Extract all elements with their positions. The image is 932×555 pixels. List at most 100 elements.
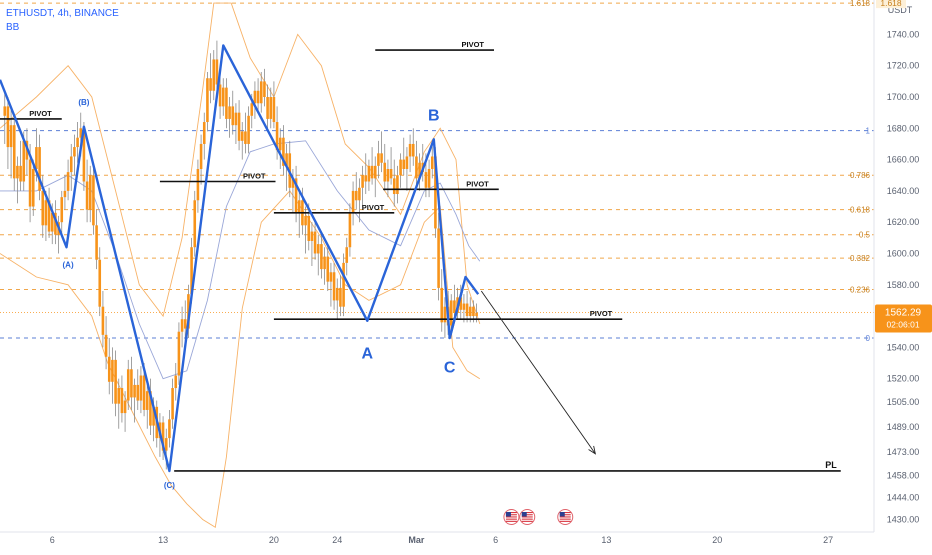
flag-stripe — [521, 516, 533, 518]
candle-body — [149, 391, 152, 426]
candle-body — [171, 388, 174, 420]
fib-top-badge — [876, 0, 906, 9]
candle-body — [367, 165, 371, 182]
x-tick-label: 13 — [601, 535, 611, 545]
fib-label: 1 — [866, 127, 871, 136]
candle-body — [73, 147, 76, 157]
pl-label: PL — [825, 460, 837, 470]
flag-stripe — [521, 520, 533, 522]
candle-body — [462, 303, 466, 310]
candle-body — [60, 197, 64, 223]
candle-body — [320, 244, 323, 270]
candle-body — [16, 165, 19, 179]
candle-body — [123, 400, 127, 414]
chart-legend: ETHUSDT, 4h, BINANCE BB — [6, 7, 119, 35]
candle-body — [342, 262, 345, 307]
candle-body — [101, 306, 105, 335]
candle-body — [85, 181, 89, 210]
candle-body — [291, 178, 295, 188]
x-tick-label: 13 — [158, 535, 168, 545]
candle-body — [117, 388, 121, 404]
y-tick-label: 1520.00 — [887, 374, 920, 384]
candle-body — [354, 190, 358, 201]
current-price-label: 1562.29 — [885, 307, 922, 318]
x-tick-label: 20 — [269, 535, 279, 545]
flag-stripe — [559, 512, 571, 514]
candle-body — [244, 131, 247, 144]
candle-body — [380, 153, 383, 163]
x-tick-label: 20 — [712, 535, 722, 545]
candle-body — [396, 175, 399, 195]
currency-label: USDT — [888, 5, 913, 15]
bb-upper-band — [0, 2, 481, 325]
y-tick-label: 1473.00 — [887, 447, 920, 457]
candle-body — [114, 359, 117, 404]
y-tick-label: 1458.00 — [887, 471, 920, 481]
candle-body — [44, 200, 48, 226]
pivot-lines: PIVOT PIVOT PIVOT PIVOT PIVOT PIVOT PL — [0, 40, 841, 472]
candle-body — [304, 215, 307, 226]
event-markers — [503, 509, 574, 525]
candle-body — [294, 178, 298, 213]
flag-stripe — [521, 518, 533, 520]
candle-body — [418, 162, 421, 179]
symbol-title[interactable]: ETHUSDT, 4h, BINANCE — [6, 8, 119, 19]
candle-body — [126, 369, 130, 401]
x-tick-label: 27 — [823, 535, 833, 545]
candle-body — [434, 156, 437, 229]
candle-body — [332, 272, 336, 301]
flag-stripe — [505, 520, 517, 522]
flag-stripe — [521, 514, 533, 516]
candle-body — [329, 272, 333, 282]
candle-body — [31, 168, 35, 207]
fib-label: 0.236 — [850, 285, 871, 294]
wave-labels: (B) (A) (C) A B C — [63, 98, 456, 490]
candle-body — [335, 287, 339, 301]
candle-body — [259, 81, 263, 104]
candle-body — [272, 97, 276, 123]
flag-stripe — [505, 518, 517, 520]
candle-body — [472, 306, 475, 317]
flag-stripe — [559, 516, 571, 518]
candle-body — [361, 175, 364, 188]
candle-body — [35, 147, 38, 169]
candle-body — [183, 319, 187, 329]
candle-body — [206, 78, 209, 123]
candle-body — [63, 190, 67, 198]
candle-body — [6, 106, 10, 148]
y-tick-label: 1680.00 — [887, 123, 920, 133]
candle-body — [237, 112, 241, 141]
candle-body — [383, 162, 387, 182]
candle-body — [370, 165, 374, 179]
projection-arrow — [480, 290, 596, 455]
candle-body — [228, 106, 231, 119]
y-tick-label: 1620.00 — [887, 217, 920, 227]
candle-body — [440, 287, 444, 323]
candle-body — [250, 103, 254, 116]
fib-label: 0.786 — [850, 171, 871, 180]
candle-body — [168, 419, 171, 439]
candle-body — [449, 300, 453, 326]
candle-body — [133, 384, 136, 398]
candle-body — [139, 375, 143, 401]
y-tick-label: 1740.00 — [887, 29, 920, 39]
candle-body — [411, 143, 415, 157]
candle-body — [152, 406, 155, 426]
candle-body — [161, 422, 165, 451]
candle-body — [269, 97, 273, 119]
indicator-label[interactable]: BB — [6, 22, 20, 33]
candle-body — [256, 90, 260, 104]
candle-body — [408, 143, 412, 157]
candle-body — [323, 256, 326, 270]
candle-body — [475, 312, 478, 317]
candle-body — [253, 90, 257, 104]
candle-body — [377, 153, 380, 166]
wave-label: (B) — [78, 98, 89, 107]
candles — [3, 40, 478, 470]
candle-body — [19, 165, 22, 182]
candle-body — [202, 122, 206, 144]
current-price-badge — [875, 304, 932, 333]
